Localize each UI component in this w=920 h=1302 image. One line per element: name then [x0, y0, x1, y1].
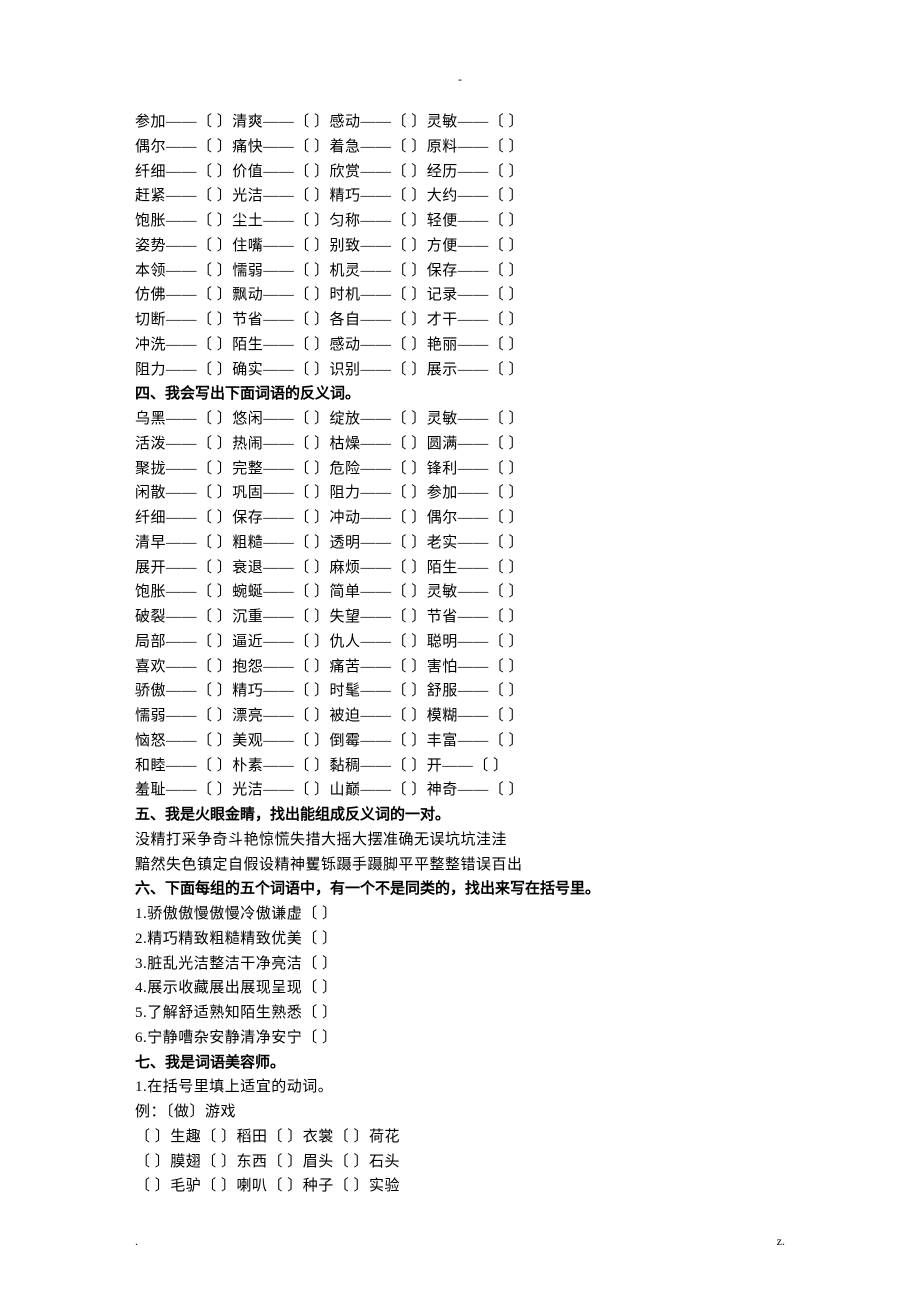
- section-5-title: 五、我是火眼金睛，找出能组成反义词的一对。: [135, 803, 785, 828]
- document-body: 参加——〔 〕清爽——〔 〕感动——〔 〕灵敏——〔 〕偶尔——〔 〕痛快——〔…: [135, 110, 785, 1199]
- antonym-row: 恼怒——〔 〕美观——〔 〕倒霉——〔 〕丰富——〔 〕: [135, 729, 785, 754]
- section-5-line: 黯然失色镇定自假设精神矍铄蹑手蹑脚平平整整错误百出: [135, 853, 785, 878]
- antonym-row: 聚拢——〔 〕完整——〔 〕危险——〔 〕锋利——〔 〕: [135, 457, 785, 482]
- synonym-row: 参加——〔 〕清爽——〔 〕感动——〔 〕灵敏——〔 〕: [135, 110, 785, 135]
- section-6-title: 六、下面每组的五个词语中，有一个不是同类的，找出来写在括号里。: [135, 877, 785, 902]
- antonym-row: 局部——〔 〕逼近——〔 〕仇人——〔 〕聪明——〔 〕: [135, 630, 785, 655]
- fill-verb-row: 〔 〕毛驴〔 〕喇叭〔 〕种子〔 〕实验: [135, 1174, 785, 1199]
- synonym-row: 仿佛——〔 〕飘动——〔 〕时机——〔 〕记录——〔 〕: [135, 283, 785, 308]
- document-page: - 参加——〔 〕清爽——〔 〕感动——〔 〕灵敏——〔 〕偶尔——〔 〕痛快—…: [0, 0, 920, 1302]
- synonym-row: 偶尔——〔 〕痛快——〔 〕着急——〔 〕原料——〔 〕: [135, 135, 785, 160]
- section-7-title: 七、我是词语美容师。: [135, 1051, 785, 1076]
- section-6-item: 6.宁静嘈杂安静清净安宁〔 〕: [135, 1026, 785, 1051]
- section-6-item: 4.展示收藏展出展现呈现〔 〕: [135, 976, 785, 1001]
- antonym-row: 活泼——〔 〕热闹——〔 〕枯燥——〔 〕圆满——〔 〕: [135, 432, 785, 457]
- section-6-item: 1.骄傲傲慢傲慢冷傲谦虚〔 〕: [135, 902, 785, 927]
- synonym-row: 切断——〔 〕节省——〔 〕各自——〔 〕才干——〔 〕: [135, 308, 785, 333]
- antonym-row: 喜欢——〔 〕抱怨——〔 〕痛苦——〔 〕害怕——〔 〕: [135, 655, 785, 680]
- antonym-row: 乌黑——〔 〕悠闲——〔 〕绽放——〔 〕灵敏——〔 〕: [135, 407, 785, 432]
- synonym-row: 饱胀——〔 〕尘土——〔 〕匀称——〔 〕轻便——〔 〕: [135, 209, 785, 234]
- synonym-row: 本领——〔 〕懦弱——〔 〕机灵——〔 〕保存——〔 〕: [135, 259, 785, 284]
- section-4-title: 四、我会写出下面词语的反义词。: [135, 382, 785, 407]
- antonym-row: 闲散——〔 〕巩固——〔 〕阻力——〔 〕参加——〔 〕: [135, 481, 785, 506]
- antonym-row: 纤细——〔 〕保存——〔 〕冲动——〔 〕偶尔——〔 〕: [135, 506, 785, 531]
- antonym-row: 羞耻——〔 〕光洁——〔 〕山巅——〔 〕神奇——〔 〕: [135, 778, 785, 803]
- fill-verb-row: 〔 〕生趣〔 〕稻田〔 〕衣裳〔 〕荷花: [135, 1125, 785, 1150]
- section-7-example: 例：〔做〕游戏: [135, 1100, 785, 1125]
- bottom-right-mark: z.: [777, 1232, 785, 1252]
- bottom-left-mark: .: [135, 1232, 138, 1252]
- antonym-row: 清早——〔 〕粗糙——〔 〕透明——〔 〕老实——〔 〕: [135, 531, 785, 556]
- fill-verb-row: 〔 〕膜翅〔 〕东西〔 〕眉头〔 〕石头: [135, 1150, 785, 1175]
- antonym-row: 展开——〔 〕衰退——〔 〕麻烦——〔 〕陌生——〔 〕: [135, 556, 785, 581]
- antonym-row: 饱胀——〔 〕蜿蜒——〔 〕简单——〔 〕灵敏——〔 〕: [135, 580, 785, 605]
- synonym-row: 姿势——〔 〕住嘴——〔 〕别致——〔 〕方便——〔 〕: [135, 234, 785, 259]
- antonym-row: 懦弱——〔 〕漂亮——〔 〕被迫——〔 〕模糊——〔 〕: [135, 704, 785, 729]
- section-6-item: 5.了解舒适熟知陌生熟悉〔 〕: [135, 1001, 785, 1026]
- section-6-item: 2.精巧精致粗糙精致优美〔 〕: [135, 927, 785, 952]
- synonym-row: 赶紧——〔 〕光洁——〔 〕精巧——〔 〕大约——〔 〕: [135, 184, 785, 209]
- synonym-row: 纤细——〔 〕价值——〔 〕欣赏——〔 〕经历——〔 〕: [135, 160, 785, 185]
- antonym-row: 和睦——〔 〕朴素——〔 〕黏稠——〔 〕开——〔 〕: [135, 754, 785, 779]
- synonym-row: 冲洗——〔 〕陌生——〔 〕感动——〔 〕艳丽——〔 〕: [135, 333, 785, 358]
- section-5-line: 没精打采争奇斗艳惊慌失措大摇大摆准确无误坑坑洼洼: [135, 828, 785, 853]
- synonym-row: 阻力——〔 〕确实——〔 〕识别——〔 〕展示——〔 〕: [135, 358, 785, 383]
- section-6-item: 3.脏乱光洁整洁干净亮洁〔 〕: [135, 952, 785, 977]
- section-7-sub: 1.在括号里填上适宜的动词。: [135, 1075, 785, 1100]
- top-center-mark: -: [458, 70, 462, 90]
- antonym-row: 破裂——〔 〕沉重——〔 〕失望——〔 〕节省——〔 〕: [135, 605, 785, 630]
- antonym-row: 骄傲——〔 〕精巧——〔 〕时髦——〔 〕舒服——〔 〕: [135, 679, 785, 704]
